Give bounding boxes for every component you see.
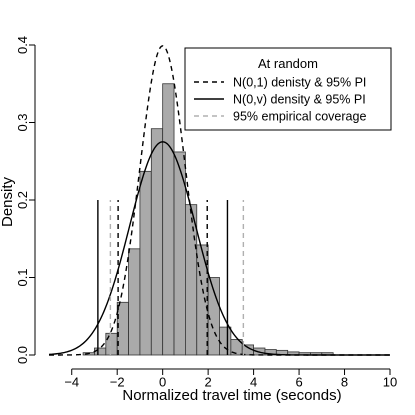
histogram-bar [116,301,129,356]
x-ticks: −4 −2 0 2 4 6 8 10 [64,369,397,390]
x-axis-label: Normalized travel time (seconds) [122,387,341,404]
x-tick-label: −2 [110,375,125,390]
y-tick-label: 0.1 [15,268,30,286]
legend-label: N(0,1) denisty & 95% PI [233,76,366,90]
y-tick-label: 0.2 [15,191,30,209]
y-tick-label: 0.4 [15,36,30,54]
y-tick-label: 0.3 [15,113,30,131]
legend-title: At random [258,56,318,71]
legend: At random N(0,1) denisty & 95% PI N(0,v) … [184,47,392,131]
histogram-bar [105,332,118,356]
histogram-bar [139,170,152,356]
y-ticks: 0.0 0.1 0.2 0.3 0.4 [15,36,35,364]
x-tick-label: 0 [159,375,166,390]
histogram-bar [196,244,209,356]
y-axis-label: Density [0,176,16,227]
legend-label: N(0,v) density & 95% PI [233,93,366,107]
histogram-bar [207,277,220,356]
interval-lines [97,200,245,355]
density-curve [48,141,390,356]
histogram-bar [162,83,175,356]
histogram-bar [128,248,141,356]
legend-box [184,47,392,131]
histogram-bar [219,326,232,356]
histogram-bars [82,83,334,356]
x-tick-label: 8 [341,375,348,390]
x-tick-label: −4 [64,375,79,390]
legend-label: 95% empirical coverage [233,110,366,124]
x-tick-label: 6 [295,375,302,390]
histogram-bar [150,128,164,356]
legend-entries: N(0,1) denisty & 95% PI N(0,v) density & … [194,76,366,124]
density-curves [48,45,390,356]
histogram-bar [184,204,198,356]
histogram-bar [94,347,107,356]
x-tick-label: 2 [205,375,212,390]
y-tick-label: 0.0 [15,346,30,364]
x-tick-label: 4 [250,375,257,390]
x-tick-label: 10 [383,375,397,390]
